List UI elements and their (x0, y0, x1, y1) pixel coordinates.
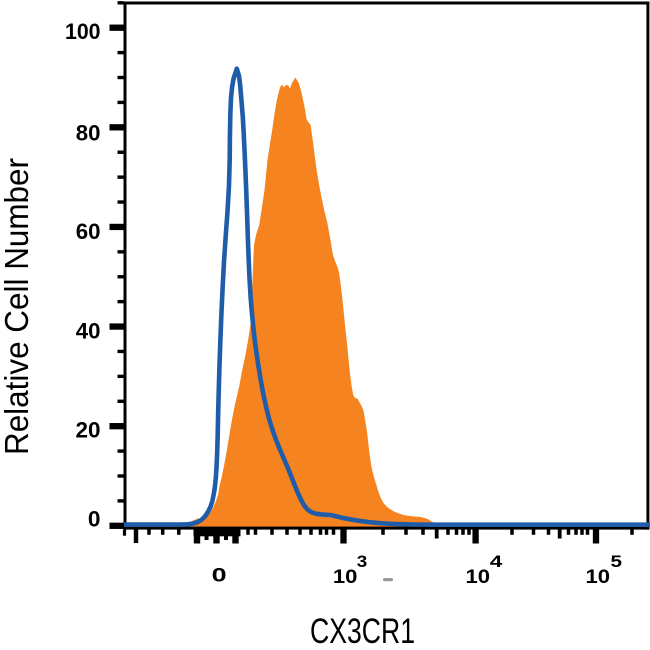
svg-text:5: 5 (611, 553, 623, 571)
svg-text:Relative Cell Number: Relative Cell Number (0, 158, 35, 455)
svg-text:4: 4 (490, 553, 504, 571)
svg-text:0: 0 (88, 506, 101, 531)
svg-text:10: 10 (586, 566, 611, 588)
svg-text:CX3CR1: CX3CR1 (310, 612, 415, 650)
svg-text:0: 0 (212, 565, 227, 587)
svg-text:40: 40 (76, 318, 101, 343)
svg-text:3: 3 (357, 553, 368, 571)
svg-text:10: 10 (466, 566, 491, 588)
svg-text:10: 10 (333, 566, 358, 588)
svg-text:60: 60 (76, 219, 101, 244)
svg-text:80: 80 (76, 120, 101, 145)
svg-text:20: 20 (76, 418, 101, 443)
svg-text:100: 100 (65, 19, 101, 44)
